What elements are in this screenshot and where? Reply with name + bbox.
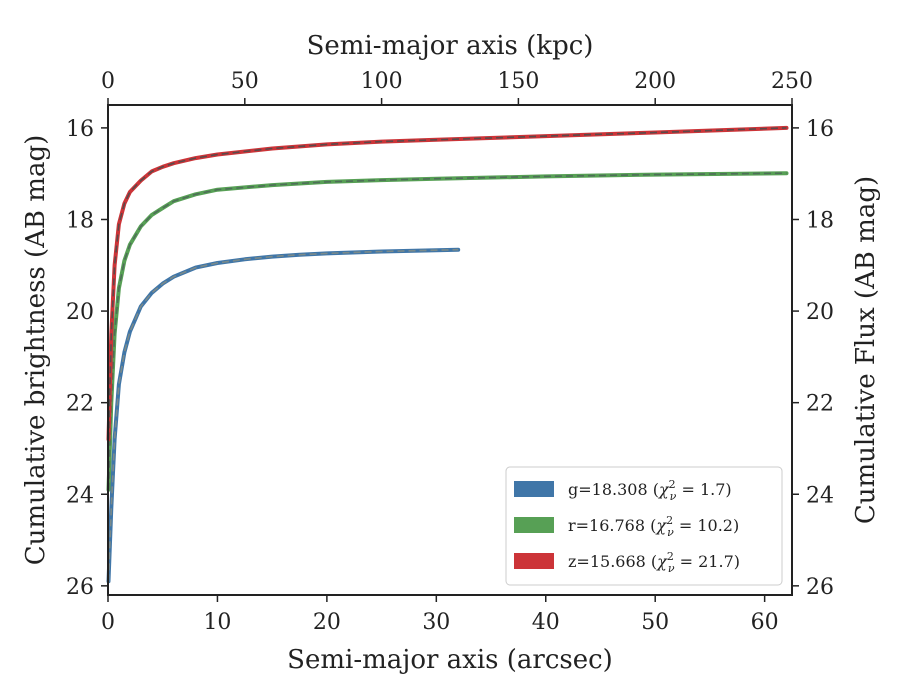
- series-line-0: [106, 247, 461, 584]
- legend-label-0: g=18.308 (χ2 ν = 1.7): [568, 478, 732, 503]
- top-x-tick-label: 150: [497, 69, 539, 94]
- right-y-axis-label: Cumulative Flux (AB mag): [851, 176, 881, 524]
- top-x-tick-label: 0: [101, 69, 115, 94]
- ticks-layer: 0 10 20 30 40 50 60 0 50 100 150 200 250 16 16 18 18 20 20…: [66, 69, 834, 635]
- legend-label-1: r=16.768 (χ2 ν = 10.2): [568, 514, 739, 539]
- series-line-1: [106, 171, 789, 492]
- top-x-axis-label: Semi-major axis (kpc): [307, 31, 594, 61]
- right-y-tick-label: 20: [806, 300, 834, 325]
- legend-swatch-1: [514, 517, 554, 533]
- x-tick-label: 60: [751, 610, 779, 635]
- top-x-tick-label: 100: [361, 69, 403, 94]
- right-y-tick-label: 26: [806, 575, 834, 600]
- x-axis-label: Semi-major axis (arcsec): [287, 645, 613, 675]
- plot-frame: [107, 104, 793, 596]
- series-fit-line-0: [107, 248, 459, 582]
- series-fit-line-1: [107, 172, 787, 490]
- y-tick-label: 24: [66, 483, 94, 508]
- right-y-tick-label: 18: [806, 208, 834, 233]
- y-tick-label: 16: [66, 117, 94, 142]
- legend: g=18.308 (χ2 ν = 1.7) r=16.768 (χ2 ν = 10.2…: [505, 466, 783, 586]
- y-tick-label: 18: [66, 208, 94, 233]
- right-y-tick-label: 16: [806, 117, 834, 142]
- y-tick-label: 20: [66, 300, 94, 325]
- legend-swatch-0: [514, 481, 554, 497]
- series-layer: [106, 125, 789, 584]
- x-tick-label: 40: [532, 610, 560, 635]
- y-tick-label: 22: [66, 392, 94, 417]
- top-x-tick-label: 200: [634, 69, 676, 94]
- x-tick-label: 0: [101, 610, 115, 635]
- y-axis-label: Cumulative brightness (AB mag): [21, 135, 51, 566]
- x-tick-label: 50: [641, 610, 669, 635]
- top-x-tick-label: 50: [231, 69, 259, 94]
- legend-items: g=18.308 (χ2 ν = 1.7) r=16.768 (χ2 ν = 10.2…: [514, 478, 740, 575]
- y-tick-label: 26: [66, 575, 94, 600]
- right-y-tick-label: 24: [806, 483, 834, 508]
- legend-box: [505, 466, 783, 586]
- x-tick-label: 10: [203, 610, 231, 635]
- top-x-tick-label: 250: [771, 69, 813, 94]
- series-fit-line-2: [107, 127, 787, 440]
- legend-label-2: z=15.668 (χ2 ν = 21.7): [568, 550, 740, 575]
- x-tick-label: 30: [422, 610, 450, 635]
- legend-swatch-2: [514, 553, 554, 569]
- x-tick-label: 20: [313, 610, 341, 635]
- right-y-tick-label: 22: [806, 392, 834, 417]
